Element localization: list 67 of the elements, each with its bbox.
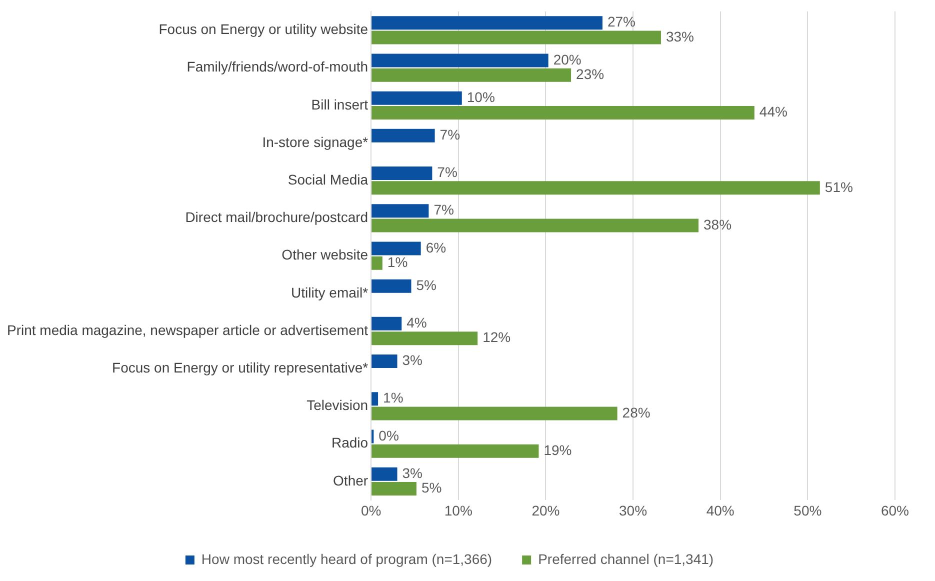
data-label: 7%	[437, 164, 458, 180]
data-label: 3%	[402, 352, 422, 368]
bar	[372, 406, 618, 420]
data-label: 20%	[553, 51, 582, 68]
bar	[372, 181, 820, 195]
x-tick-label: 50%	[794, 502, 822, 518]
bar	[372, 68, 572, 82]
bar	[372, 54, 548, 68]
bar	[372, 204, 429, 218]
data-label: 19%	[544, 442, 572, 458]
x-tick-label: 20%	[532, 502, 560, 518]
bar	[372, 482, 416, 496]
bar	[372, 91, 462, 105]
data-label: 27%	[607, 14, 636, 30]
y-tick-label: Focus on Energy or utility website	[158, 21, 368, 38]
y-tick-label: Direct mail/brochure/postcard	[185, 209, 368, 226]
bar	[372, 16, 602, 30]
bar	[372, 106, 754, 120]
data-label: 1%	[383, 390, 404, 406]
bar	[372, 279, 412, 293]
y-tick-label: Social Media	[288, 171, 368, 188]
y-tick-label: Other website	[282, 246, 368, 263]
data-label: 23%	[576, 66, 604, 82]
y-tick-label: In-store signage*	[262, 134, 369, 150]
bar	[372, 444, 539, 458]
data-label: 33%	[666, 28, 694, 44]
data-label: 7%	[440, 126, 460, 143]
legend-label: How most recently heard of program (n=1,366)	[201, 550, 492, 567]
data-label: 28%	[622, 404, 650, 420]
data-label: 44%	[759, 104, 788, 120]
x-tick-label: 40%	[706, 502, 734, 518]
x-tick-label: 10%	[444, 502, 472, 518]
y-tick-label: Bill insert	[311, 96, 368, 112]
bar	[372, 332, 478, 346]
data-label: 6%	[426, 239, 446, 256]
bar	[372, 218, 699, 232]
data-label: 1%	[387, 254, 408, 270]
bar	[372, 128, 435, 142]
bar	[372, 392, 378, 406]
x-tick-label: 0%	[360, 502, 382, 518]
legend-label: Preferred channel (n=1,341)	[538, 550, 714, 567]
data-label: 38%	[704, 216, 732, 232]
bar	[372, 467, 398, 481]
y-tick-label: Print media magazine, newspaper article or advertisement	[7, 322, 368, 338]
y-tick-label: Other	[333, 472, 368, 488]
y-tick-label: Utility email*	[291, 284, 369, 300]
data-label: 5%	[416, 276, 436, 293]
x-tick-label: 60%	[880, 502, 910, 518]
bar	[372, 316, 402, 330]
y-tick-label: Family/friends/word-of-mouth	[186, 58, 368, 75]
bar	[372, 242, 421, 256]
y-tick-label: Radio	[331, 434, 368, 451]
data-label: 5%	[421, 480, 442, 496]
data-label: 3%	[402, 464, 422, 481]
bar	[372, 166, 432, 180]
bar	[372, 354, 398, 368]
data-label: 0%	[378, 427, 399, 444]
y-tick-label: Television	[306, 397, 368, 414]
data-label: 12%	[482, 329, 511, 346]
bar	[372, 30, 661, 44]
data-label: 10%	[466, 88, 495, 105]
bar	[372, 256, 382, 270]
data-label: 51%	[824, 178, 853, 195]
data-label: 4%	[406, 314, 427, 331]
data-label: 7%	[434, 202, 454, 218]
y-tick-label: Focus on Energy or utility representative*	[112, 359, 369, 376]
x-tick-label: 30%	[619, 502, 648, 518]
